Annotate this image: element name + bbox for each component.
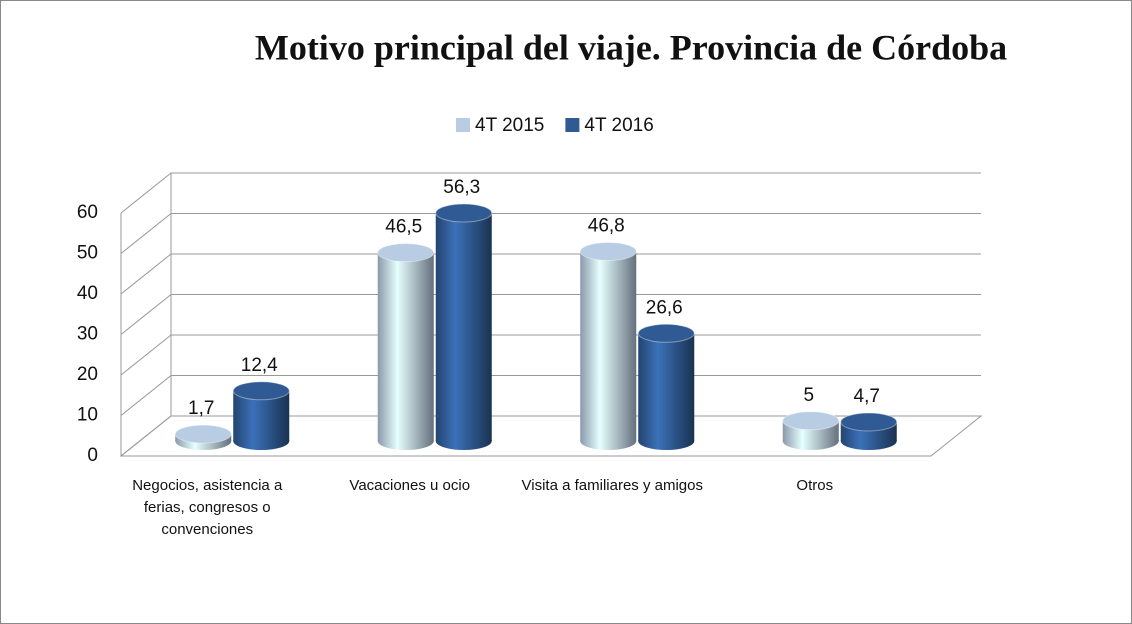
x-tick-label: Vacaciones u ocio: [349, 477, 471, 494]
bar: [377, 243, 435, 450]
data-label: 26,6: [646, 297, 683, 318]
grid-line: [120, 213, 981, 254]
bar-body: [580, 251, 637, 441]
y-tick-label: 40: [77, 283, 98, 304]
bar: [174, 424, 232, 450]
bar: [232, 381, 290, 450]
grid-line: [120, 253, 981, 295]
bar-top: [579, 241, 637, 261]
bar-top: [377, 243, 435, 263]
bar: [435, 203, 493, 450]
data-label: 46,8: [588, 215, 625, 236]
data-label: 4,7: [854, 386, 880, 407]
bar-top: [840, 412, 898, 432]
data-label: 56,3: [443, 177, 480, 198]
bar-top: [637, 323, 695, 343]
bar: [840, 412, 898, 450]
legend-swatch: [565, 118, 580, 132]
bar-body: [638, 333, 695, 441]
bar-body: [435, 212, 492, 441]
bar-top: [782, 411, 840, 431]
grid-line: [120, 172, 981, 214]
data-label: 46,5: [385, 217, 422, 238]
bar: [637, 323, 695, 450]
grid-line: [120, 415, 981, 457]
bar-top: [435, 203, 493, 223]
y-tick-label: 30: [77, 324, 98, 345]
y-tick-label: 0: [87, 445, 98, 466]
bar-top: [174, 424, 232, 444]
bar-top: [232, 381, 290, 401]
data-label: 12,4: [241, 355, 278, 376]
y-tick-label: 10: [77, 405, 98, 426]
x-tick-label: Otros: [796, 477, 834, 494]
chart-title: Motivo principal del viaje. Provincia de…: [255, 27, 1007, 67]
x-tick-label: Visita a familiares y amigos: [521, 477, 703, 494]
grid-line: [120, 375, 981, 416]
x-tick-label: Negocios, asistencia a ferias, congresos…: [132, 477, 283, 538]
y-tick-label: 20: [77, 364, 98, 385]
grid-line: [120, 294, 981, 335]
y-tick-label: 50: [77, 243, 98, 264]
data-label: 5: [803, 385, 814, 406]
legend-label: 4T 2016: [584, 115, 653, 136]
grid-line: [120, 334, 981, 376]
data-label: 1,7: [188, 398, 214, 419]
bar: [579, 241, 637, 450]
legend-label: 4T 2015: [475, 115, 544, 136]
y-tick-label: 60: [77, 202, 98, 223]
bar-body: [377, 252, 434, 441]
bar: [782, 411, 840, 450]
legend-swatch: [456, 118, 470, 132]
